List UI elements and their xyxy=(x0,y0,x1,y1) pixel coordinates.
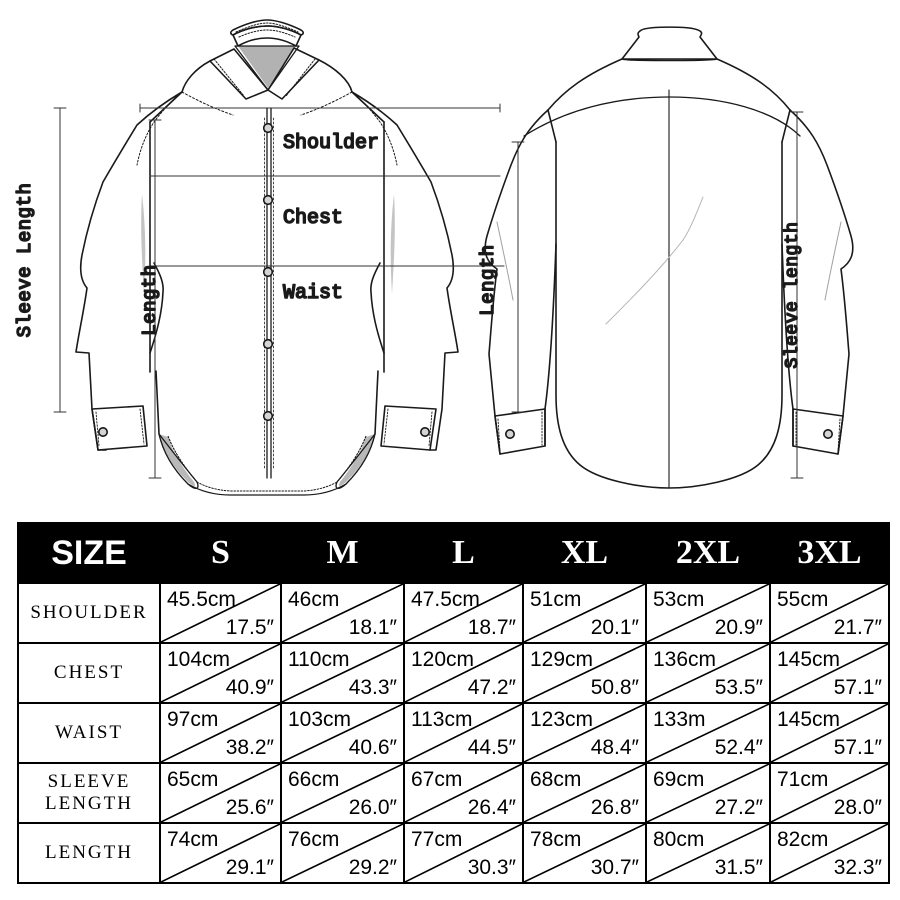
svg-text:Sleeve length: Sleeve length xyxy=(783,222,803,369)
svg-text:Waist: Waist xyxy=(283,282,343,305)
svg-text:Shoulder: Shoulder xyxy=(283,132,379,155)
svg-text:Chest: Chest xyxy=(283,207,343,230)
svg-text:Sleeve Length: Sleeve Length xyxy=(14,183,36,338)
svg-text:Length: Length xyxy=(139,264,161,335)
svg-text:Length: Length xyxy=(477,244,499,315)
